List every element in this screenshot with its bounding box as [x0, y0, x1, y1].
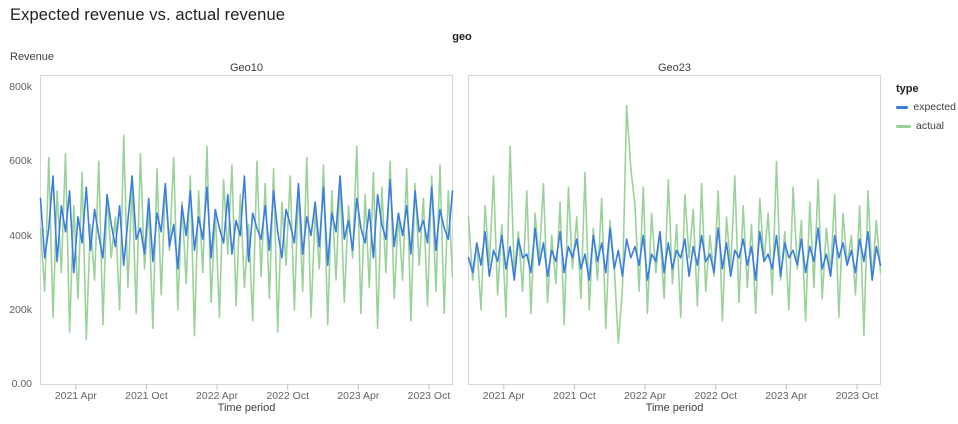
- svg-text:2022 Oct: 2022 Oct: [266, 390, 309, 402]
- svg-text:2023 Oct: 2023 Oct: [408, 390, 451, 402]
- svg-text:2021 Oct: 2021 Oct: [125, 390, 168, 402]
- y-tick-label: 200k: [9, 303, 32, 316]
- legend-label-expected: expected: [913, 101, 956, 113]
- y-tick-label: 0.00: [11, 378, 32, 390]
- chart-title: Expected revenue vs. actual revenue: [10, 6, 286, 24]
- y-tick-label: 800k: [9, 81, 32, 93]
- svg-text:2022 Apr: 2022 Apr: [196, 390, 239, 402]
- facet-title-geo23: Geo23: [657, 62, 692, 74]
- svg-text:2022 Oct: 2022 Oct: [694, 390, 737, 402]
- y-axis-title: Revenue: [10, 51, 55, 63]
- svg-text:2023 Apr: 2023 Apr: [765, 390, 808, 402]
- legend-label-actual: actual: [916, 120, 945, 132]
- facet-title-geo10: Geo10: [229, 62, 264, 74]
- x-axis-title-geo10: Time period: [217, 402, 276, 414]
- legend-title: type: [896, 83, 919, 95]
- facet-field-label: geo: [452, 31, 472, 43]
- svg-text:2021 Apr: 2021 Apr: [55, 390, 98, 402]
- svg-text:2022 Apr: 2022 Apr: [624, 390, 667, 402]
- svg-text:2023 Apr: 2023 Apr: [337, 390, 380, 402]
- x-axis-title-geo23: Time period: [645, 402, 704, 414]
- plot-panel-geo23: 2021 Apr 2021 Oct 2022 Apr 2022 Oct 2023 Apr…: [467, 75, 882, 402]
- svg-text:2021 Oct: 2021 Oct: [553, 390, 596, 402]
- y-tick-label: 600k: [9, 155, 32, 168]
- legend-entry-expected[interactable]: expected: [896, 101, 956, 113]
- svg-text:2021 Apr: 2021 Apr: [483, 390, 526, 402]
- y-axis-tick-labels: 800k 600k 400k 200k 0.00: [0, 0, 34, 424]
- svg-text:2023 Oct: 2023 Oct: [836, 390, 879, 402]
- y-tick-label: 400k: [9, 229, 32, 242]
- legend-entry-actual[interactable]: actual: [896, 120, 956, 132]
- plot-panel-geo10: 2021 Apr 2021 Oct 2022 Apr 2022 Oct 2023 Apr…: [39, 75, 454, 402]
- expected-line-swatch: [896, 105, 909, 109]
- actual-line-swatch: [896, 124, 911, 128]
- legend: type expected actual: [896, 83, 956, 139]
